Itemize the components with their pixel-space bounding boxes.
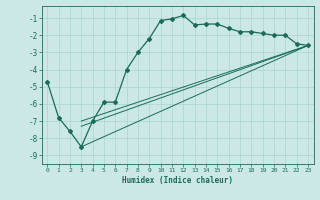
X-axis label: Humidex (Indice chaleur): Humidex (Indice chaleur): [122, 176, 233, 185]
